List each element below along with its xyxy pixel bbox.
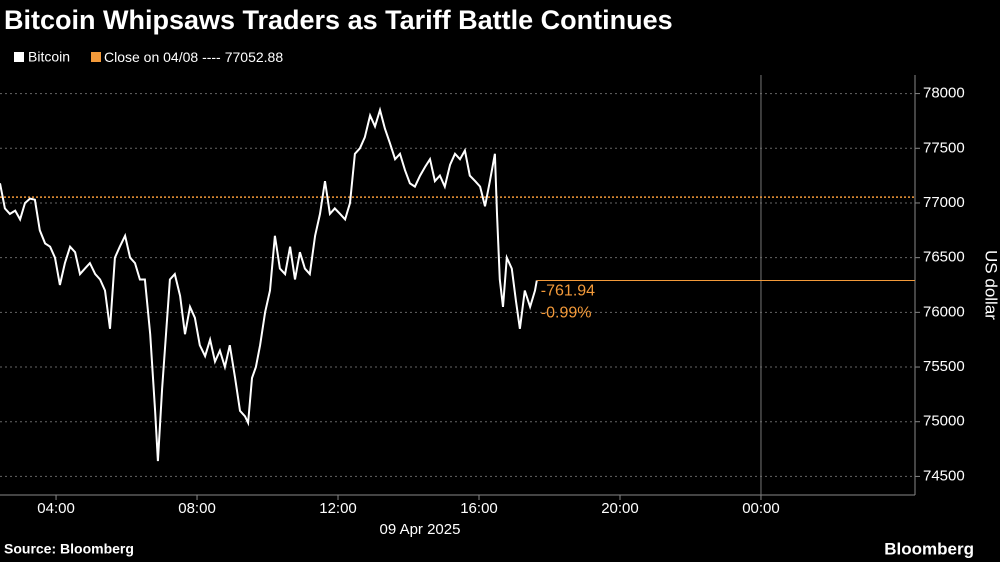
legend-label: Bitcoin xyxy=(28,49,70,65)
legend-label: Close on 04/08 ---- 77052.88 xyxy=(104,49,283,65)
change-label: -761.94 xyxy=(541,283,595,300)
y-tick-label: 77500 xyxy=(923,139,965,156)
y-tick-label: 75500 xyxy=(923,358,965,375)
legend-swatch xyxy=(91,52,101,62)
y-tick-label: 77000 xyxy=(923,194,965,211)
x-tick-label: 20:00 xyxy=(601,500,639,517)
x-tick-label: 08:00 xyxy=(178,500,216,517)
y-tick-label: 76000 xyxy=(923,303,965,320)
source: Source: Bloomberg xyxy=(4,541,134,557)
brand: Bloomberg xyxy=(884,539,974,558)
legend-ref-value: 77052.88 xyxy=(225,49,284,65)
y-axis-label: US dollar xyxy=(982,250,1000,320)
legend-swatch xyxy=(14,52,24,62)
y-tick-label: 76500 xyxy=(923,249,965,266)
x-tick-label: 12:00 xyxy=(319,500,357,517)
legend-ref-label: Close on 04/08 ---- xyxy=(104,49,221,65)
x-tick-label: 00:00 xyxy=(742,500,780,517)
price-line xyxy=(0,106,538,462)
chart-title: Bitcoin Whipsaws Traders as Tariff Battl… xyxy=(4,5,673,35)
y-tick-label: 75000 xyxy=(923,413,965,430)
x-sublabel: 09 Apr 2025 xyxy=(380,521,461,538)
x-tick-label: 04:00 xyxy=(37,500,75,517)
y-tick-label: 78000 xyxy=(923,85,965,102)
y-tick-label: 74500 xyxy=(923,467,965,484)
change-pct-label: -0.99% xyxy=(541,305,592,322)
x-tick-label: 16:00 xyxy=(460,500,498,517)
